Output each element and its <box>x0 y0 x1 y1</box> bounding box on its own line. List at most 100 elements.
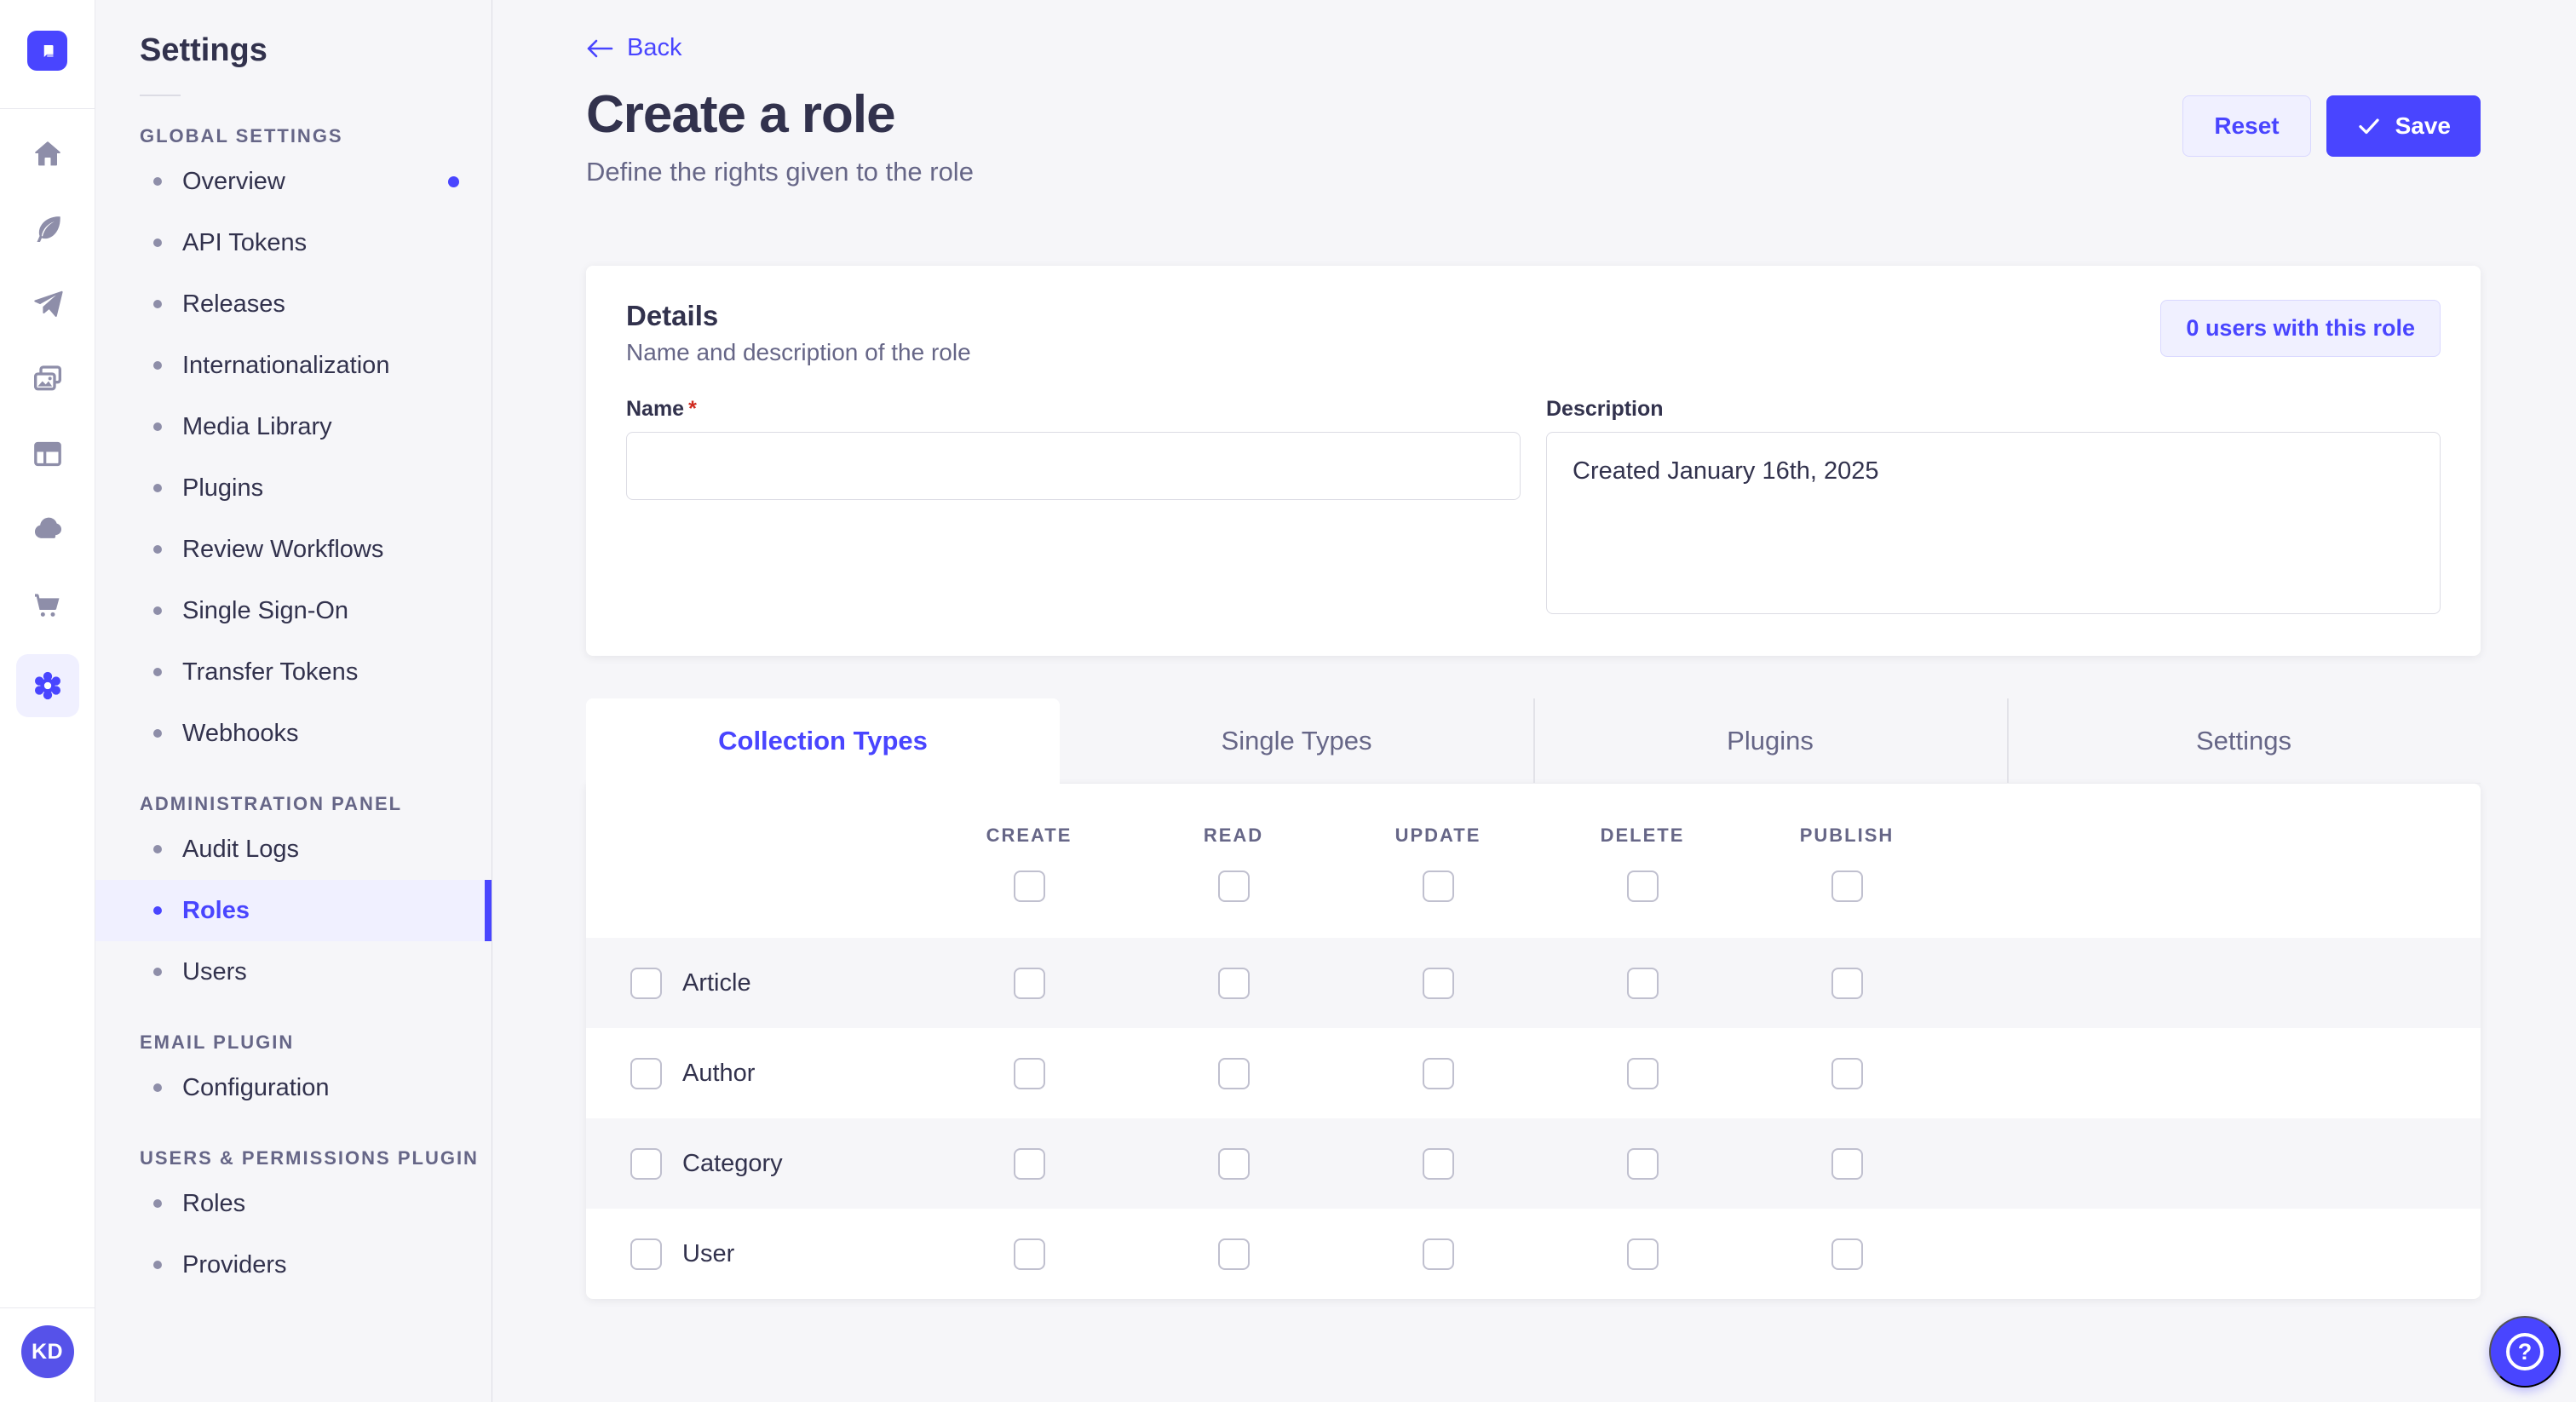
bullet-icon <box>153 238 162 247</box>
select-all-read-checkbox[interactable] <box>1217 871 1250 902</box>
category-publish-checkbox[interactable] <box>1831 1147 1863 1180</box>
select-all-create-checkbox[interactable] <box>1013 871 1045 902</box>
sidebar-item-releases[interactable]: Releases <box>95 273 492 335</box>
back-link[interactable]: Back <box>586 34 681 62</box>
row-label: Category <box>682 1149 783 1177</box>
author-delete-cell <box>1540 1057 1745 1089</box>
releases-icon[interactable] <box>23 279 72 329</box>
select-row-article-checkbox[interactable] <box>630 967 662 999</box>
content-manager-icon[interactable] <box>23 204 72 254</box>
category-update-checkbox[interactable] <box>1422 1147 1454 1180</box>
user-delete-checkbox[interactable] <box>1626 1238 1659 1270</box>
category-read-checkbox[interactable] <box>1217 1147 1250 1180</box>
strapi-logo[interactable] <box>27 31 67 71</box>
sidebar-item-providers[interactable]: Providers <box>95 1234 492 1296</box>
role-name-input[interactable] <box>626 432 1521 500</box>
author-publish-checkbox[interactable] <box>1831 1057 1863 1089</box>
user-create-checkbox[interactable] <box>1013 1238 1045 1270</box>
tab-plugins[interactable]: Plugins <box>1533 698 2007 784</box>
bullet-icon <box>153 906 162 915</box>
sidebar-item-webhooks[interactable]: Webhooks <box>95 703 492 764</box>
bullet-icon <box>153 177 162 186</box>
article-read-checkbox[interactable] <box>1217 967 1250 999</box>
select-row-category-checkbox[interactable] <box>630 1147 662 1180</box>
sidebar-item-audit-logs[interactable]: Audit Logs <box>95 819 492 880</box>
sidebar-item-label: Review Workflows <box>182 535 384 563</box>
select-all-publish-checkbox[interactable] <box>1831 871 1863 902</box>
reset-button[interactable]: Reset <box>2182 95 2311 157</box>
user-publish-cell <box>1745 1238 1949 1270</box>
media-library-icon[interactable] <box>23 354 72 404</box>
user-read-checkbox[interactable] <box>1217 1238 1250 1270</box>
select-all-delete-checkbox[interactable] <box>1626 871 1659 902</box>
select-all-update-checkbox[interactable] <box>1422 871 1454 902</box>
article-delete-checkbox[interactable] <box>1626 967 1659 999</box>
select-all-publish-cell <box>1745 871 1949 902</box>
column-label-create: CREATE <box>986 825 1072 846</box>
author-update-checkbox[interactable] <box>1422 1057 1454 1089</box>
details-subtitle: Name and description of the role <box>626 339 971 365</box>
sidebar-item-plugins[interactable]: Plugins <box>95 457 492 519</box>
author-delete-checkbox[interactable] <box>1626 1057 1659 1089</box>
bullet-icon <box>153 484 162 492</box>
back-arrow-icon <box>587 39 613 57</box>
user-create-cell <box>927 1238 1131 1270</box>
user-update-checkbox[interactable] <box>1422 1238 1454 1270</box>
sidebar-item-transfer-tokens[interactable]: Transfer Tokens <box>95 641 492 703</box>
author-create-checkbox[interactable] <box>1013 1057 1045 1089</box>
article-create-checkbox[interactable] <box>1013 967 1045 999</box>
header-actions: Reset Save <box>2182 95 2481 187</box>
permission-row-article: Article <box>586 938 2481 1028</box>
strapi-logo-icon <box>43 44 53 57</box>
details-card: Details Name and description of the role… <box>586 266 2481 656</box>
sidebar-item-single-sign-on[interactable]: Single Sign-On <box>95 580 492 641</box>
author-read-checkbox[interactable] <box>1217 1057 1250 1089</box>
sidebar-item-users[interactable]: Users <box>95 941 492 1003</box>
user-read-cell <box>1131 1238 1336 1270</box>
tab-single-types[interactable]: Single Types <box>1060 698 1533 784</box>
sidebar-item-label: Providers <box>182 1250 287 1278</box>
column-label-delete: DELETE <box>1600 825 1685 846</box>
sidebar-item-label: Audit Logs <box>182 835 300 863</box>
category-update-cell <box>1336 1147 1540 1180</box>
settings-icon[interactable] <box>15 654 79 717</box>
sidebar-item-configuration[interactable]: Configuration <box>95 1057 492 1118</box>
user-publish-checkbox[interactable] <box>1831 1238 1863 1270</box>
article-publish-checkbox[interactable] <box>1831 967 1863 999</box>
row-header-category: Category <box>630 1147 927 1180</box>
main-nav-rail: KD <box>0 0 95 1402</box>
sidebar-item-api-tokens[interactable]: API Tokens <box>95 212 492 273</box>
sidebar-item-roles[interactable]: Roles <box>95 1173 492 1234</box>
author-update-cell <box>1336 1057 1540 1089</box>
cloud-icon[interactable] <box>23 504 72 554</box>
users-with-role-button[interactable]: 0 users with this role <box>2160 300 2441 357</box>
page-title: Create a role <box>586 85 896 144</box>
select-row-author-checkbox[interactable] <box>630 1057 662 1089</box>
category-create-checkbox[interactable] <box>1013 1147 1045 1180</box>
column-label-update: UPDATE <box>1394 825 1481 846</box>
home-icon[interactable] <box>23 129 72 179</box>
sidebar-item-overview[interactable]: Overview <box>95 151 492 212</box>
sidebar-item-label: Configuration <box>182 1073 330 1101</box>
avatar[interactable]: KD <box>20 1325 74 1378</box>
sidebar-item-media-library[interactable]: Media Library <box>95 396 492 457</box>
content-type-builder-icon[interactable] <box>23 429 72 479</box>
category-delete-checkbox[interactable] <box>1626 1147 1659 1180</box>
bullet-icon <box>153 545 162 554</box>
article-update-checkbox[interactable] <box>1422 967 1454 999</box>
row-label: Article <box>682 968 751 997</box>
page-subtitle: Define the rights given to the role <box>586 157 974 187</box>
sidebar-item-review-workflows[interactable]: Review Workflows <box>95 519 492 580</box>
marketplace-icon[interactable] <box>23 579 72 629</box>
help-button[interactable]: ? <box>2489 1316 2561 1388</box>
role-description-textarea[interactable]: Created January 16th, 2025 <box>1546 432 2441 614</box>
tab-settings[interactable]: Settings <box>2007 698 2481 784</box>
tab-collection-types[interactable]: Collection Types <box>586 698 1060 784</box>
description-label-text: Description <box>1546 397 1664 421</box>
sidebar-item-label: Users <box>182 957 247 985</box>
article-update-cell <box>1336 967 1540 999</box>
save-button[interactable]: Save <box>2326 95 2481 157</box>
sidebar-item-roles[interactable]: Roles <box>95 880 492 941</box>
select-row-user-checkbox[interactable] <box>630 1238 662 1270</box>
sidebar-item-internationalization[interactable]: Internationalization <box>95 335 492 396</box>
